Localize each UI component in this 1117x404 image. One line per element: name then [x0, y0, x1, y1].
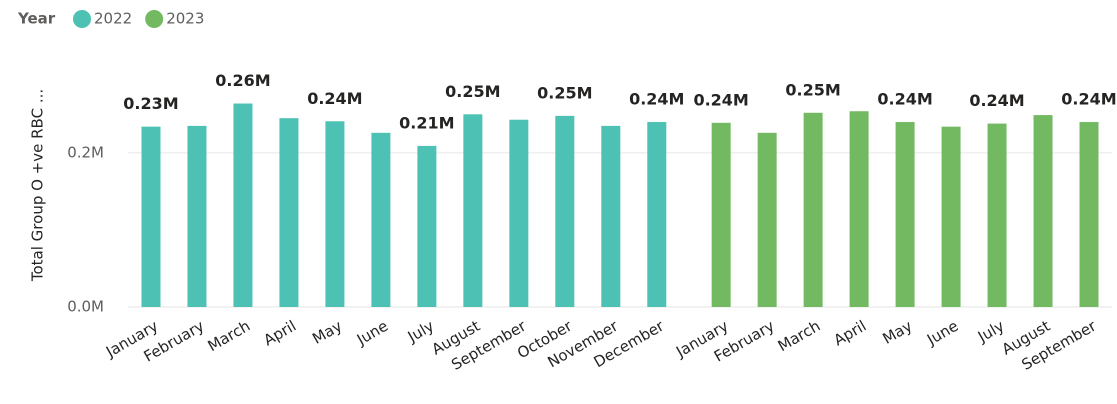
bar: [849, 111, 869, 307]
data-label: 0.25M: [445, 82, 500, 101]
data-label: 0.25M: [537, 83, 592, 102]
bar: [601, 125, 621, 308]
x-tick-label: June: [353, 317, 391, 349]
data-label: 0.25M: [785, 80, 840, 99]
x-tick-label: May: [879, 317, 915, 348]
bar: [371, 132, 391, 307]
data-label: 0.21M: [399, 113, 454, 132]
x-tick-label: June: [923, 317, 961, 349]
bar: [417, 145, 437, 307]
bar: [233, 103, 253, 307]
legend-marker: [73, 10, 91, 28]
legend-title: Year: [17, 10, 56, 28]
bar: [1079, 122, 1099, 307]
data-label: 0.24M: [307, 89, 362, 108]
bar: [987, 123, 1007, 308]
data-label: 0.24M: [877, 90, 932, 109]
data-label: 0.24M: [693, 90, 748, 109]
x-tick-label: March: [205, 317, 254, 355]
y-tick-label: 0.2M: [67, 143, 104, 161]
x-tick-label: April: [831, 317, 870, 350]
bar: [463, 114, 483, 307]
y-tick-label: 0.0M: [67, 298, 104, 316]
y-axis-label: Total Group O +ve RBC ...: [29, 89, 47, 282]
bar: [711, 122, 731, 307]
bar: [803, 112, 823, 307]
bar: [757, 132, 777, 307]
x-tick-label: May: [309, 317, 345, 348]
bar: [895, 122, 915, 307]
data-label: 0.24M: [1061, 90, 1116, 109]
bar: [555, 115, 575, 307]
legend-label: 2022: [94, 10, 132, 28]
bar: [325, 121, 345, 308]
bar: [509, 119, 529, 307]
data-label: 0.24M: [969, 91, 1024, 110]
x-tick-label: March: [775, 317, 824, 355]
bar: [1033, 115, 1053, 307]
bar: [187, 125, 207, 308]
bar: [647, 122, 667, 307]
x-tick-label: April: [260, 317, 299, 350]
legend-label: 2023: [166, 10, 204, 28]
data-label: 0.26M: [215, 71, 270, 90]
data-label: 0.23M: [123, 94, 178, 113]
legend-marker: [145, 10, 164, 28]
data-label: 0.24M: [629, 90, 684, 109]
bar: [141, 126, 161, 307]
bar: [279, 118, 299, 307]
bar: [941, 126, 961, 307]
